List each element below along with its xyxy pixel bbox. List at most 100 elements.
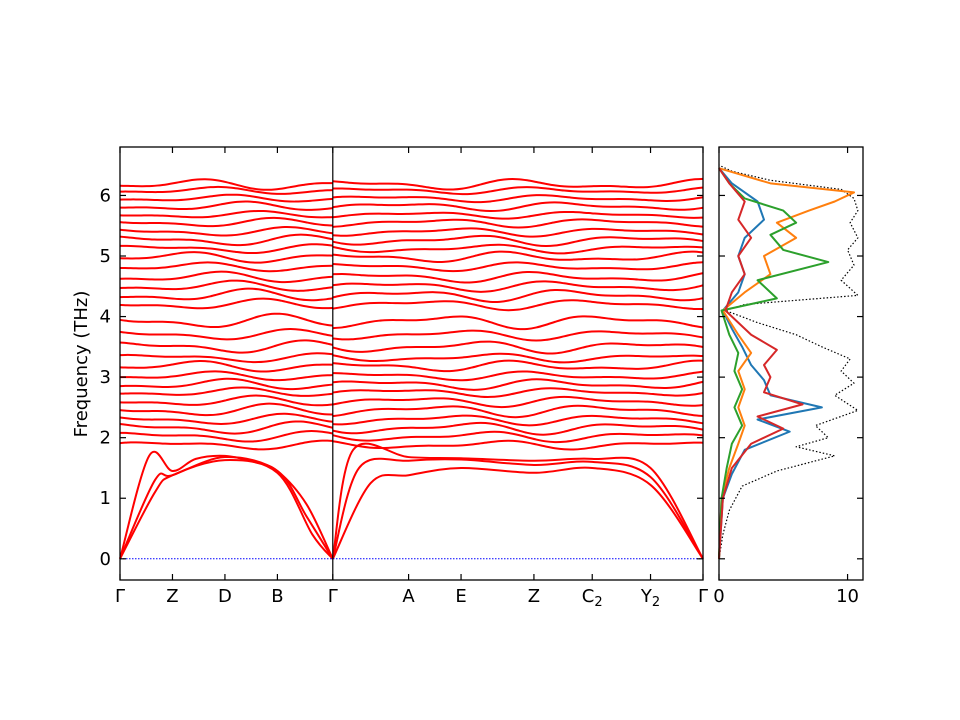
dos-lines [718,164,859,559]
optical-branch [332,421,704,436]
x-tick-label: A [402,586,415,607]
optical-branch [119,261,333,273]
optical-branch [332,288,704,303]
acoustic-branch [119,459,334,560]
dos-partial-line [718,167,823,559]
x-tick-label: E [455,586,466,607]
optical-branch [332,404,704,419]
optical-branch [332,378,704,391]
optical-branch [119,279,333,292]
y-tick-label: 3 [100,367,111,388]
optical-branch [119,420,334,435]
optical-branch [332,177,704,191]
dos-axes-frame [718,146,864,581]
band-lines [119,177,704,560]
x-tick-label: Γ [328,586,338,607]
optical-branch [332,280,704,293]
band-axes-frame [119,146,704,581]
y-tick-label: 6 [100,185,111,206]
acoustic-branch [331,457,704,560]
optical-branch [119,352,333,364]
optical-branch [332,250,704,263]
optical-branch [119,193,333,203]
x-tick-label: Y2 [640,586,660,610]
dos-x-tick-label: 0 [713,586,724,607]
optical-branch [332,370,704,382]
optical-branch [332,234,704,247]
optical-branch [119,312,333,329]
optical-branch [119,216,333,228]
x-tick-label: B [271,586,283,607]
acoustic-branch [119,450,334,560]
x-tick-label: Z [528,586,540,607]
optical-branch [119,251,333,264]
optical-branch [332,352,704,364]
optical-branch [119,297,333,310]
dos-panel: 0 10 [713,146,864,607]
x-tick-label: Z [166,586,178,607]
band-y-ticks: 0 1 2 3 4 5 6 [100,185,703,570]
optical-branch [332,329,704,342]
x-tick-label: Γ [115,586,125,607]
x-tick-label: D [218,586,232,607]
optical-branch [332,359,704,373]
optical-branch [332,186,704,196]
optical-branch [119,233,333,247]
optical-branch [119,178,333,191]
band-structure-panel: 0 1 2 3 4 5 6 Γ Z D B Γ A E Z C2 Y2 Γ Frequency (THz) [71,146,708,610]
optical-branch [119,402,333,417]
x-tick-label: C2 [582,586,603,610]
dos-partial-line [718,167,830,559]
optical-branch [119,243,333,255]
optical-branch [119,359,333,373]
acoustic-branch [331,442,704,560]
y-axis-label: Frequency (THz) [71,291,92,438]
optical-branch [332,227,704,238]
optical-branch [119,386,333,397]
optical-branch [332,243,704,255]
optical-branch [332,194,704,204]
acoustic-branch [119,456,334,560]
dos-x-ticks: 0 10 [713,147,859,607]
optical-branch [119,412,333,425]
optical-branch [332,210,704,220]
y-tick-label: 0 [100,549,111,570]
y-tick-label: 5 [100,246,111,267]
dos-total-line [718,164,859,559]
optical-branch [119,439,333,451]
dos-x-tick-label: 10 [836,586,859,607]
optical-branch [332,395,704,409]
dos-y-ticks [719,194,863,560]
optical-branch [119,270,333,284]
optical-branch [119,287,333,302]
x-tick-label: Γ [698,586,708,607]
optical-branch [332,201,704,213]
optical-branch [119,200,333,211]
y-tick-label: 2 [100,428,111,449]
optical-branch [332,387,704,398]
optical-branch [119,185,333,195]
optical-branch [332,439,704,451]
optical-branch [332,299,704,312]
acoustic-branch [331,466,704,560]
optical-branch [332,430,704,444]
optical-branch [332,315,704,331]
dos-partial-line [718,167,804,559]
optical-branch [332,270,704,284]
optical-branch [119,328,333,341]
optical-branch [119,377,333,391]
optical-branch [332,414,704,427]
optical-branch [332,261,704,273]
optical-branch [119,226,333,237]
optical-branch [119,209,333,219]
y-tick-label: 1 [100,488,111,509]
optical-branch [332,340,704,355]
optical-branch [119,394,333,407]
optical-branch [332,218,704,229]
band-x-ticks: Γ Z D B Γ A E Z C2 Y2 Γ [115,147,708,610]
y-tick-label: 4 [100,307,111,328]
optical-branch [119,430,333,443]
optical-branch [119,339,334,354]
optical-branch [119,370,333,382]
